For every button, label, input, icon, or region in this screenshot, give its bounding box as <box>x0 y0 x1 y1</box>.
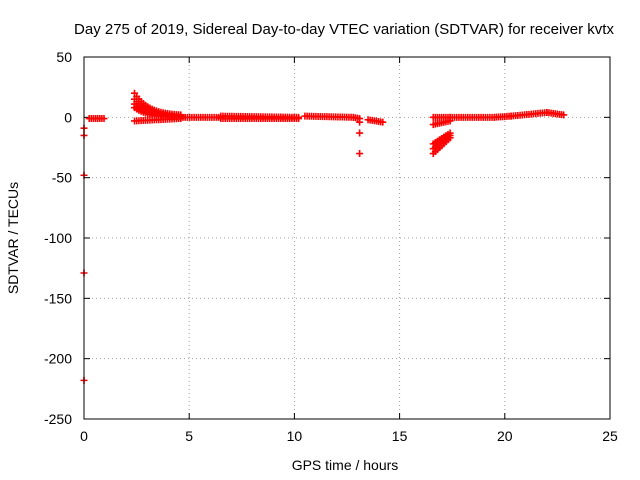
data-point <box>356 150 364 158</box>
y-tick-label: -250 <box>44 411 72 427</box>
y-tick-label: -200 <box>44 351 72 367</box>
x-tick-label: 10 <box>287 428 303 444</box>
data-point <box>356 115 364 123</box>
y-tick-label: -50 <box>52 170 72 186</box>
x-tick-label: 5 <box>185 428 193 444</box>
x-tick-label: 25 <box>602 428 618 444</box>
data-point <box>379 118 387 126</box>
data-points <box>80 89 568 384</box>
y-tick-label: 50 <box>56 49 72 65</box>
data-point <box>356 129 364 137</box>
x-tick-label: 15 <box>392 428 408 444</box>
data-point <box>560 111 568 119</box>
data-point <box>295 115 303 123</box>
axis-ticks: 0 5 10 15 20 25 50 0 -50 -100 -150 -200 -250 <box>44 49 618 444</box>
x-axis-label: GPS time / hours <box>292 457 399 473</box>
data-point <box>446 129 454 137</box>
x-tick-label: 0 <box>80 428 88 444</box>
y-tick-label: 0 <box>64 109 72 125</box>
data-point <box>100 115 108 123</box>
y-tick-label: -150 <box>44 290 72 306</box>
plot-frame <box>83 56 611 420</box>
x-tick-label: 20 <box>497 428 513 444</box>
chart-title: Day 275 of 2019, Sidereal Day-to-day VTE… <box>74 21 614 38</box>
y-axis-label: SDTVAR / TECUs <box>5 182 21 294</box>
y-tick-label: -100 <box>44 230 72 246</box>
